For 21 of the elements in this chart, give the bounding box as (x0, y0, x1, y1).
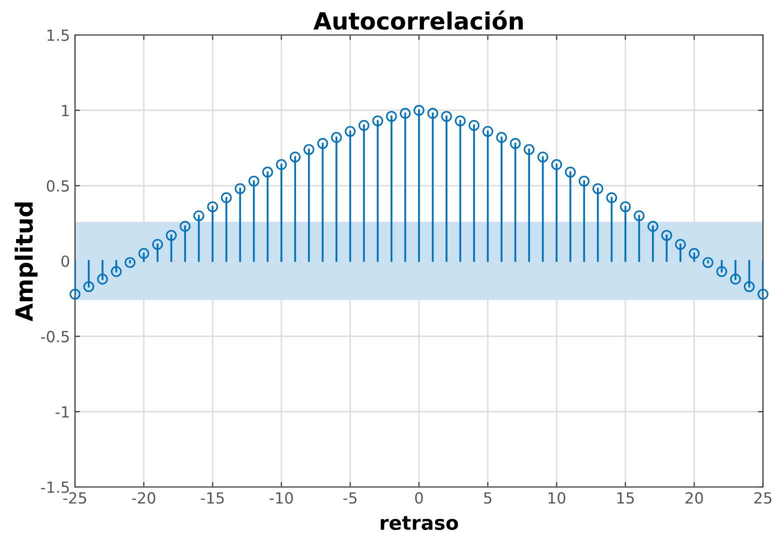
y-tick-label: 0.5 (46, 180, 69, 192)
x-tick-label: 25 (754, 492, 772, 504)
x-tick-label: 20 (686, 492, 703, 504)
x-tick-label: -5 (343, 492, 356, 504)
y-axis-title: Amplitud (14, 202, 38, 322)
x-tick-label: 10 (548, 492, 566, 504)
y-tick-label: 1 (62, 105, 69, 116)
x-tick-label: -15 (200, 492, 224, 504)
x-tick-label: 0 (415, 492, 423, 504)
y-tick-label: 1.5 (48, 30, 69, 42)
y-tick-label: -0.5 (41, 330, 69, 342)
y-tick-label: 0 (61, 255, 70, 268)
x-tick-label: -25 (63, 492, 86, 504)
y-tick-label: -1.5 (41, 482, 69, 494)
x-axis-title: retraso (380, 516, 458, 530)
y-tick-label: -1 (56, 406, 69, 418)
x-tick-label: 5 (484, 492, 492, 504)
x-tick-label: -20 (132, 492, 156, 504)
chart-title: Autocorrelación (313, 10, 523, 30)
x-tick-label: -10 (270, 492, 293, 504)
x-tick-label: 15 (617, 492, 634, 504)
